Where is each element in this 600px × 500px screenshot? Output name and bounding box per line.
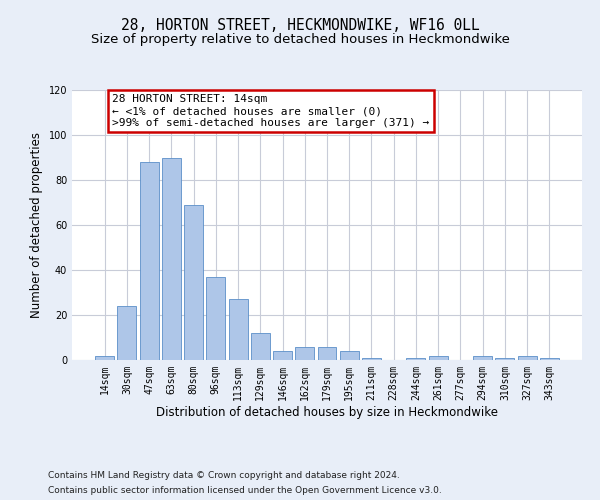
Bar bbox=[295, 346, 314, 360]
Bar bbox=[540, 358, 559, 360]
Bar bbox=[496, 358, 514, 360]
Bar bbox=[184, 205, 203, 360]
Bar bbox=[118, 306, 136, 360]
Bar bbox=[317, 346, 337, 360]
Text: 28 HORTON STREET: 14sqm
← <1% of detached houses are smaller (0)
>99% of semi-de: 28 HORTON STREET: 14sqm ← <1% of detache… bbox=[112, 94, 430, 128]
Text: Size of property relative to detached houses in Heckmondwike: Size of property relative to detached ho… bbox=[91, 32, 509, 46]
Bar bbox=[273, 351, 292, 360]
Text: Contains public sector information licensed under the Open Government Licence v3: Contains public sector information licen… bbox=[48, 486, 442, 495]
Bar bbox=[95, 356, 114, 360]
Text: Contains HM Land Registry data © Crown copyright and database right 2024.: Contains HM Land Registry data © Crown c… bbox=[48, 471, 400, 480]
Bar bbox=[429, 356, 448, 360]
Y-axis label: Number of detached properties: Number of detached properties bbox=[30, 132, 43, 318]
Bar bbox=[140, 162, 158, 360]
Bar bbox=[518, 356, 536, 360]
Bar bbox=[362, 358, 381, 360]
X-axis label: Distribution of detached houses by size in Heckmondwike: Distribution of detached houses by size … bbox=[156, 406, 498, 418]
Bar bbox=[206, 277, 225, 360]
Bar bbox=[162, 158, 181, 360]
Bar bbox=[251, 333, 270, 360]
Bar bbox=[473, 356, 492, 360]
Bar bbox=[229, 299, 248, 360]
Bar bbox=[340, 351, 359, 360]
Text: 28, HORTON STREET, HECKMONDWIKE, WF16 0LL: 28, HORTON STREET, HECKMONDWIKE, WF16 0L… bbox=[121, 18, 479, 32]
Bar bbox=[406, 358, 425, 360]
